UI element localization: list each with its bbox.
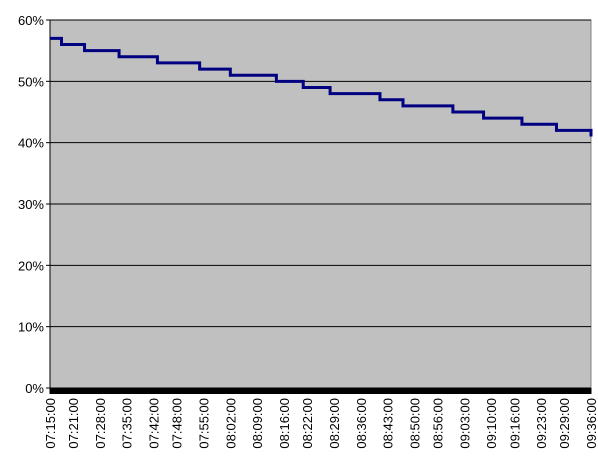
y-tick-label: 0% (25, 381, 44, 396)
y-tick-label: 50% (18, 74, 44, 89)
x-tick-label: 08:36:00 (354, 398, 369, 449)
x-tick-label: 07:42:00 (147, 398, 162, 449)
x-tick-label: 08:09:00 (250, 398, 265, 449)
x-tick-label: 08:29:00 (327, 398, 342, 449)
x-tick-label: 09:36:00 (584, 398, 598, 449)
x-tick-label: 07:35:00 (120, 398, 135, 449)
y-tick-label: 40% (18, 136, 44, 151)
data-line (50, 36, 593, 137)
x-tick-label: 09:10:00 (484, 398, 499, 449)
y-tick-label: 20% (18, 258, 44, 273)
x-tick-label: 07:28:00 (93, 398, 108, 449)
x-tick-label: 08:56:00 (431, 398, 446, 449)
y-tick-label: 30% (18, 197, 44, 212)
x-tick-label: 09:16:00 (507, 398, 522, 449)
x-tick-label: 08:50:00 (408, 398, 423, 449)
x-tick-label: 07:55:00 (196, 398, 211, 449)
x-tick-label: 09:23:00 (534, 398, 549, 449)
x-tick-label: 08:16:00 (277, 398, 292, 449)
x-tick-label: 09:29:00 (557, 398, 572, 449)
x-tick-label: 07:48:00 (170, 398, 185, 449)
x-axis (50, 388, 591, 394)
x-tick-label: 09:03:00 (457, 398, 472, 449)
x-tick-label: 07:21:00 (66, 398, 81, 449)
x-tick-label: 08:43:00 (381, 398, 396, 449)
x-tick-label: 08:22:00 (300, 398, 315, 449)
x-tick-label: 08:02:00 (223, 398, 238, 449)
x-tick-label: 07:15:00 (43, 398, 58, 449)
y-tick-label: 10% (18, 320, 44, 335)
y-tick-label: 60% (18, 13, 44, 28)
